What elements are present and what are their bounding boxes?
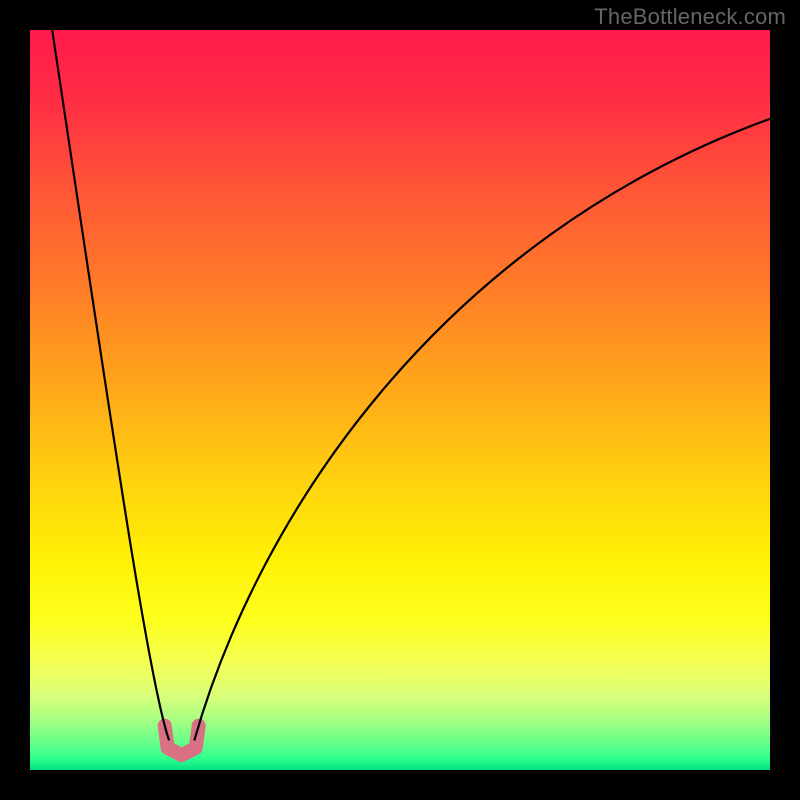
bottleneck-chart [30, 30, 770, 770]
figure-root: TheBottleneck.com [0, 0, 800, 800]
plot-area [30, 30, 770, 770]
watermark-text: TheBottleneck.com [594, 4, 786, 30]
gradient-background [30, 30, 770, 770]
